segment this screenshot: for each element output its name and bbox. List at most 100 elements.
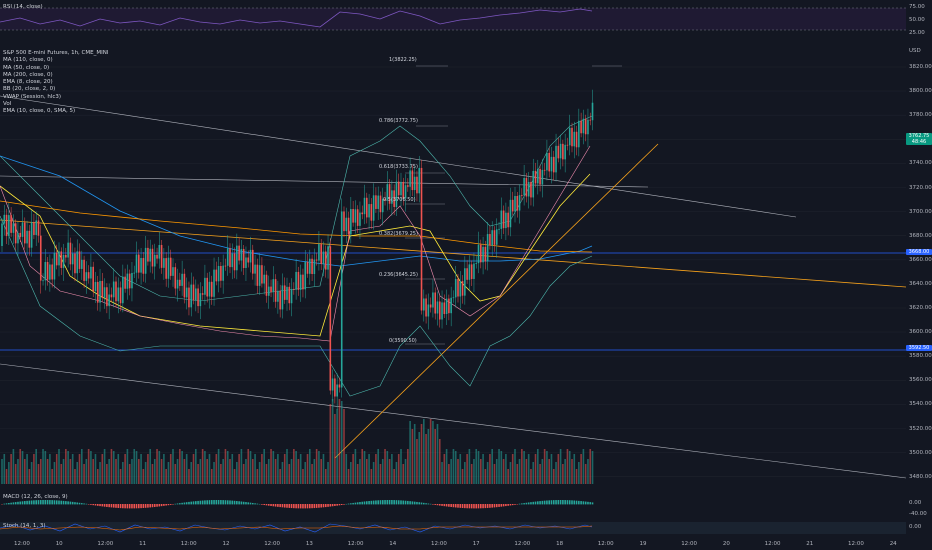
volume-bar (436, 424, 439, 484)
macd-histogram-bar (201, 500, 204, 505)
macd-histogram-bar (363, 501, 366, 505)
macd-histogram-bar (320, 504, 322, 508)
volume-bar (477, 451, 480, 484)
macd-histogram-bar (108, 504, 110, 508)
price-axis[interactable]: USD 3820.003800.003780.003760.003740.003… (906, 46, 932, 490)
volume-bar (33, 454, 35, 484)
macd-histogram-bar (83, 503, 85, 505)
macd-histogram-bar (53, 500, 56, 505)
candle-body (229, 248, 231, 268)
candle-body (477, 244, 480, 264)
rsi-plot (0, 7, 906, 31)
legend-ma110[interactable]: MA (110, close, 0) (3, 57, 53, 64)
volume-bar (464, 462, 466, 484)
candle-body (149, 248, 151, 262)
volume-bar (128, 464, 131, 484)
macd-histogram-bar (242, 501, 245, 505)
time-label: 12:00 (514, 541, 531, 547)
candle-body (51, 264, 53, 280)
volume-bar (197, 464, 199, 484)
time-label: 12:00 (848, 541, 864, 547)
macd-histogram-bar (379, 500, 382, 505)
macd-histogram-bar (290, 504, 293, 509)
macd-histogram-bar (199, 500, 202, 505)
macd-histogram-bar (249, 502, 252, 505)
candle-body (534, 170, 537, 184)
macd-histogram-bar (375, 500, 377, 505)
stoch-plot (0, 522, 906, 534)
price-label: 3560.00 (909, 377, 932, 384)
volume-bar (39, 459, 42, 484)
macd-histogram-bar (340, 504, 343, 505)
rsi-pane[interactable]: RSI (14, close) (0, 0, 906, 38)
volume-bar (270, 449, 272, 484)
macd-histogram-bar (224, 500, 227, 505)
stoch-axis[interactable]: 0.00 (906, 520, 932, 536)
volume-bar (486, 462, 489, 484)
candle-body (304, 262, 307, 290)
volume-bar (42, 449, 44, 484)
legend-ma50[interactable]: MA (50, close, 0) (3, 64, 50, 71)
volume-bar (443, 454, 446, 484)
legend-ma200[interactable]: MA (200, close, 0) (3, 71, 53, 78)
volume-bar (507, 469, 509, 484)
macd-histogram-bar (46, 500, 49, 505)
macd-histogram-bar (521, 503, 523, 505)
candle-body (350, 208, 352, 235)
price-label: 3540.00 (909, 401, 932, 408)
volume-bar (222, 459, 224, 484)
legend-ema8[interactable]: EMA (8, close, 20) (3, 79, 53, 86)
macd-histogram-bar (81, 503, 83, 505)
macd-histogram-bar (491, 504, 493, 508)
macd-histogram-bar (299, 504, 302, 509)
volume-bar (559, 449, 562, 484)
volume-bar (375, 454, 377, 484)
volume-bar (238, 454, 240, 484)
legend-bb[interactable]: BB (20, close, 2, 0) (3, 86, 56, 93)
stoch-pane[interactable]: Stoch (14, 1, 3) (0, 520, 906, 536)
volume-bar (215, 454, 218, 484)
candle-body (311, 258, 313, 274)
volume-bar (179, 449, 181, 484)
volume-bar (425, 434, 427, 484)
volume-bar (249, 451, 252, 484)
volume-bar (142, 469, 145, 484)
volume-bar (220, 464, 222, 484)
candle-body (575, 131, 578, 148)
candle-body (505, 212, 507, 229)
price-label: 3780.00 (909, 112, 932, 119)
candle-body (55, 252, 58, 266)
macd-histogram-bar (126, 504, 129, 509)
candle-body (411, 170, 414, 191)
candle-body (12, 223, 15, 233)
macd-histogram-bar (144, 504, 147, 508)
legend-vol[interactable]: Vol (3, 101, 12, 108)
price-label: 3640.00 (909, 280, 932, 287)
legend-vwap[interactable]: VWAP (Session, hlc3) (3, 93, 62, 100)
macd-histogram-bar (443, 504, 446, 507)
legend-ema10[interactable]: EMA (10, close, 0, SMA, 5) (3, 108, 76, 115)
candle-body (181, 273, 183, 286)
volume-bar (393, 469, 395, 484)
price-pane[interactable]: S&P 500 E-mini Futures, 1h, CME_MINI MA … (0, 46, 906, 490)
macd-histogram-bar (158, 504, 161, 507)
time-axis[interactable]: 12:00 10 12:00 11 12:00 12 12:00 13 12:00 14 12:00… (0, 538, 906, 550)
candle-body (240, 248, 243, 261)
time-label: 12 (222, 541, 230, 547)
macd-histogram-bar (591, 502, 594, 505)
volume-bar (356, 464, 359, 484)
candle-body (527, 181, 530, 197)
macd-histogram-bar (566, 500, 569, 505)
volume-bar (26, 454, 28, 484)
volume-bar (575, 469, 578, 484)
macd-histogram-bar (354, 502, 357, 505)
macd-axis[interactable]: 0.00 -40.00 (906, 492, 932, 518)
candle-body (281, 285, 284, 310)
volume-bar (302, 469, 304, 484)
macd-pane[interactable]: MACD (12, 26, close, 9) (0, 492, 906, 518)
rsi-axis[interactable]: 75.00 50.00 25.00 (906, 0, 932, 38)
candle-body (320, 244, 322, 265)
legend-symbol[interactable]: S&P 500 E-mini Futures, 1h, CME_MINI (3, 50, 109, 56)
candle-body (126, 273, 129, 289)
volume-bar (420, 424, 423, 484)
